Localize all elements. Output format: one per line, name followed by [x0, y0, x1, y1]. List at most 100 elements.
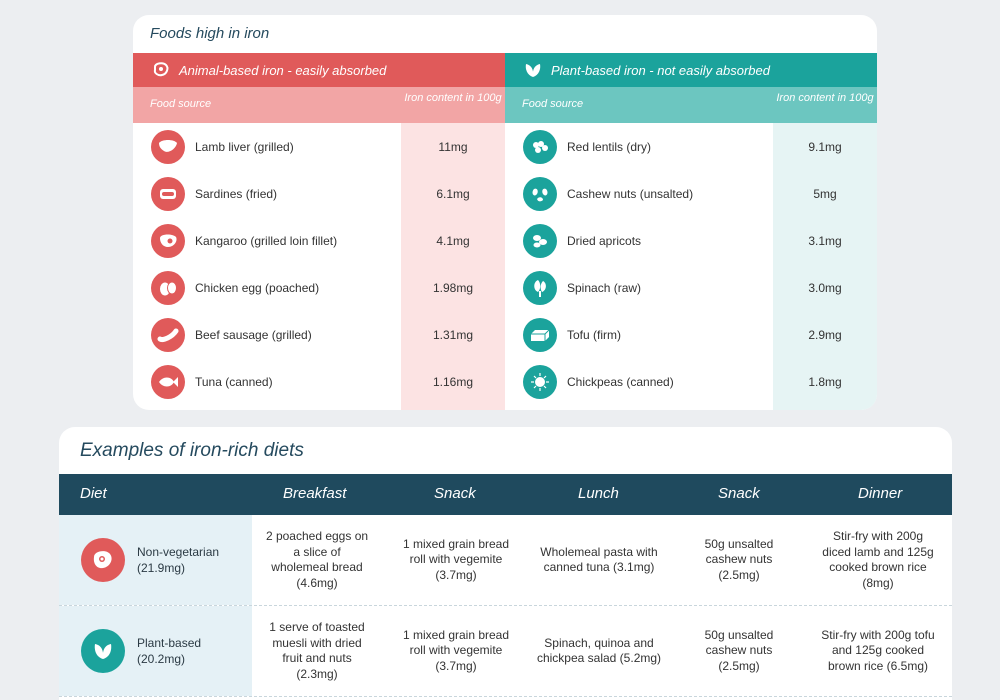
- food-name: Dried apricots: [567, 233, 642, 248]
- col-header-snack-2: Snack: [718, 485, 760, 502]
- food-name: Chicken egg (poached): [195, 280, 320, 295]
- snack-1-cell: 1 mixed grain bread roll with vegemite (…: [402, 627, 510, 673]
- foods-card-title: Foods high in iron: [150, 25, 270, 42]
- table-row: Plant-based (20.2mg) 1 serve of toasted …: [59, 606, 952, 696]
- food-name: Beef sausage (grilled): [195, 327, 312, 342]
- diet-total: (20.2mg): [137, 652, 186, 666]
- animal-iron-section: Animal-based iron - easily absorbed Food…: [133, 53, 505, 410]
- animal-food-list: Lamb liver (grilled) 11mg Sardines (frie…: [133, 123, 505, 410]
- chickpea-icon: [523, 364, 557, 399]
- dinner-cell: Stir-fry with 200g diced lamb and 125g c…: [822, 529, 934, 590]
- apricot-icon: [523, 223, 557, 258]
- animal-value-column-bg: [401, 123, 505, 410]
- list-item: Dried apricots 3.1mg: [505, 217, 877, 264]
- animal-col-iron-content: Iron content in 100g: [404, 92, 502, 104]
- sausage-icon: [151, 317, 185, 352]
- lunch-cell: Wholemeal pasta with canned tuna (3.1mg): [540, 544, 658, 575]
- food-name: Tofu (firm): [567, 327, 621, 342]
- iron-rich-diets-card: Examples of iron-rich diets Diet Breakfa…: [59, 427, 952, 700]
- cashew-icon: [523, 176, 557, 211]
- breakfast-cell: 1 serve of toasted muesli with dried fru…: [269, 620, 365, 681]
- iron-value: 4.1mg: [436, 233, 470, 248]
- food-name: Cashew nuts (unsalted): [567, 186, 694, 201]
- list-item: Sardines (fried) 6.1mg: [133, 170, 505, 217]
- diets-card-title: Examples of iron-rich diets: [80, 440, 304, 461]
- list-item: Tofu (firm) 2.9mg: [505, 311, 877, 358]
- list-item: Chickpeas (canned) 1.8mg: [505, 358, 877, 405]
- diets-table-header: Diet Breakfast Snack Lunch Snack Dinner: [59, 474, 952, 515]
- iron-value: 1.8mg: [808, 374, 842, 389]
- liver-icon: [151, 129, 185, 164]
- food-name: Spinach (raw): [567, 280, 642, 295]
- leaf-icon: [81, 629, 125, 673]
- lentils-icon: [523, 129, 557, 164]
- iron-value: 1.16mg: [432, 374, 474, 389]
- animal-section-header: Animal-based iron - easily absorbed: [133, 53, 505, 87]
- fish-icon: [151, 364, 185, 399]
- col-header-dinner: Dinner: [858, 485, 903, 502]
- diet-total: (21.9mg): [137, 561, 186, 575]
- plant-header-label: Plant-based iron - not easily absorbed: [551, 62, 770, 78]
- row-divider: [59, 605, 952, 606]
- spinach-icon: [523, 270, 557, 305]
- col-header-snack-1: Snack: [434, 485, 476, 502]
- animal-col-food-source: Food source: [150, 98, 212, 110]
- diet-cell: Plant-based (20.2mg): [59, 606, 252, 696]
- sardine-can-icon: [151, 176, 185, 211]
- snack-1-cell: 1 mixed grain bread roll with vegemite (…: [402, 536, 510, 582]
- iron-value: 2.9mg: [808, 327, 842, 342]
- plant-value-column-bg: [773, 123, 877, 410]
- list-item: Chicken egg (poached) 1.98mg: [133, 264, 505, 311]
- leaf-icon: [523, 60, 543, 80]
- lunch-cell: Spinach, quinoa and chickpea salad (5.2m…: [536, 635, 662, 666]
- iron-value: 3.1mg: [808, 233, 842, 248]
- steak-icon: [151, 223, 185, 258]
- food-name: Chickpeas (canned): [567, 374, 674, 389]
- food-name: Tuna (canned): [195, 374, 273, 389]
- diet-cell: Non-vegetarian (21.9mg): [59, 515, 252, 605]
- list-item: Beef sausage (grilled) 1.31mg: [133, 311, 505, 358]
- list-item: Cashew nuts (unsalted) 5mg: [505, 170, 877, 217]
- tofu-icon: [523, 317, 557, 352]
- col-header-lunch: Lunch: [578, 485, 619, 502]
- plant-col-iron-content: Iron content in 100g: [776, 92, 874, 104]
- plant-col-food-source: Food source: [522, 98, 584, 110]
- iron-value: 11mg: [438, 139, 468, 154]
- animal-subheader: Food source Iron content in 100g: [133, 87, 505, 123]
- list-item: Tuna (canned) 1.16mg: [133, 358, 505, 405]
- iron-value: 5mg: [813, 186, 837, 201]
- list-item: Lamb liver (grilled) 11mg: [133, 123, 505, 170]
- plant-section-header: Plant-based iron - not easily absorbed: [505, 53, 877, 87]
- diet-name: Plant-based: [137, 636, 202, 650]
- iron-value: 3.0mg: [808, 280, 842, 295]
- food-name: Sardines (fried): [195, 186, 278, 201]
- iron-value: 9.1mg: [808, 139, 842, 154]
- food-name: Lamb liver (grilled): [195, 139, 294, 154]
- meat-icon: [81, 538, 125, 582]
- diet-name: Non-vegetarian: [137, 545, 220, 559]
- list-item: Red lentils (dry) 9.1mg: [505, 123, 877, 170]
- meat-icon: [151, 60, 171, 80]
- diet-name-block: Plant-based (20.2mg): [137, 635, 201, 667]
- iron-value: 1.98mg: [432, 280, 474, 295]
- list-item: Kangaroo (grilled loin fillet) 4.1mg: [133, 217, 505, 264]
- snack-2-cell: 50g unsalted cashew nuts (2.5mg): [704, 627, 774, 673]
- iron-value: 1.31mg: [432, 327, 474, 342]
- plant-food-list: Red lentils (dry) 9.1mg Cashew nuts (uns…: [505, 123, 877, 410]
- eggs-icon: [151, 270, 185, 305]
- food-name: Kangaroo (grilled loin fillet): [195, 233, 338, 248]
- dinner-cell: Stir-fry with 200g tofu and 125g cooked …: [821, 627, 935, 673]
- list-item: Spinach (raw) 3.0mg: [505, 264, 877, 311]
- iron-value: 6.1mg: [436, 186, 470, 201]
- plant-subheader: Food source Iron content in 100g: [505, 87, 877, 123]
- plant-iron-section: Plant-based iron - not easily absorbed F…: [505, 53, 877, 410]
- breakfast-cell: 2 poached eggs on a slice of wholemeal b…: [265, 529, 369, 590]
- row-divider: [59, 696, 952, 697]
- food-name: Red lentils (dry): [567, 139, 652, 154]
- table-row: Non-vegetarian (21.9mg) 2 poached eggs o…: [59, 515, 952, 605]
- col-header-breakfast: Breakfast: [283, 485, 347, 502]
- col-header-diet: Diet: [80, 485, 107, 502]
- diet-name-block: Non-vegetarian (21.9mg): [137, 544, 219, 576]
- animal-header-label: Animal-based iron - easily absorbed: [179, 62, 387, 78]
- snack-2-cell: 50g unsalted cashew nuts (2.5mg): [704, 536, 774, 582]
